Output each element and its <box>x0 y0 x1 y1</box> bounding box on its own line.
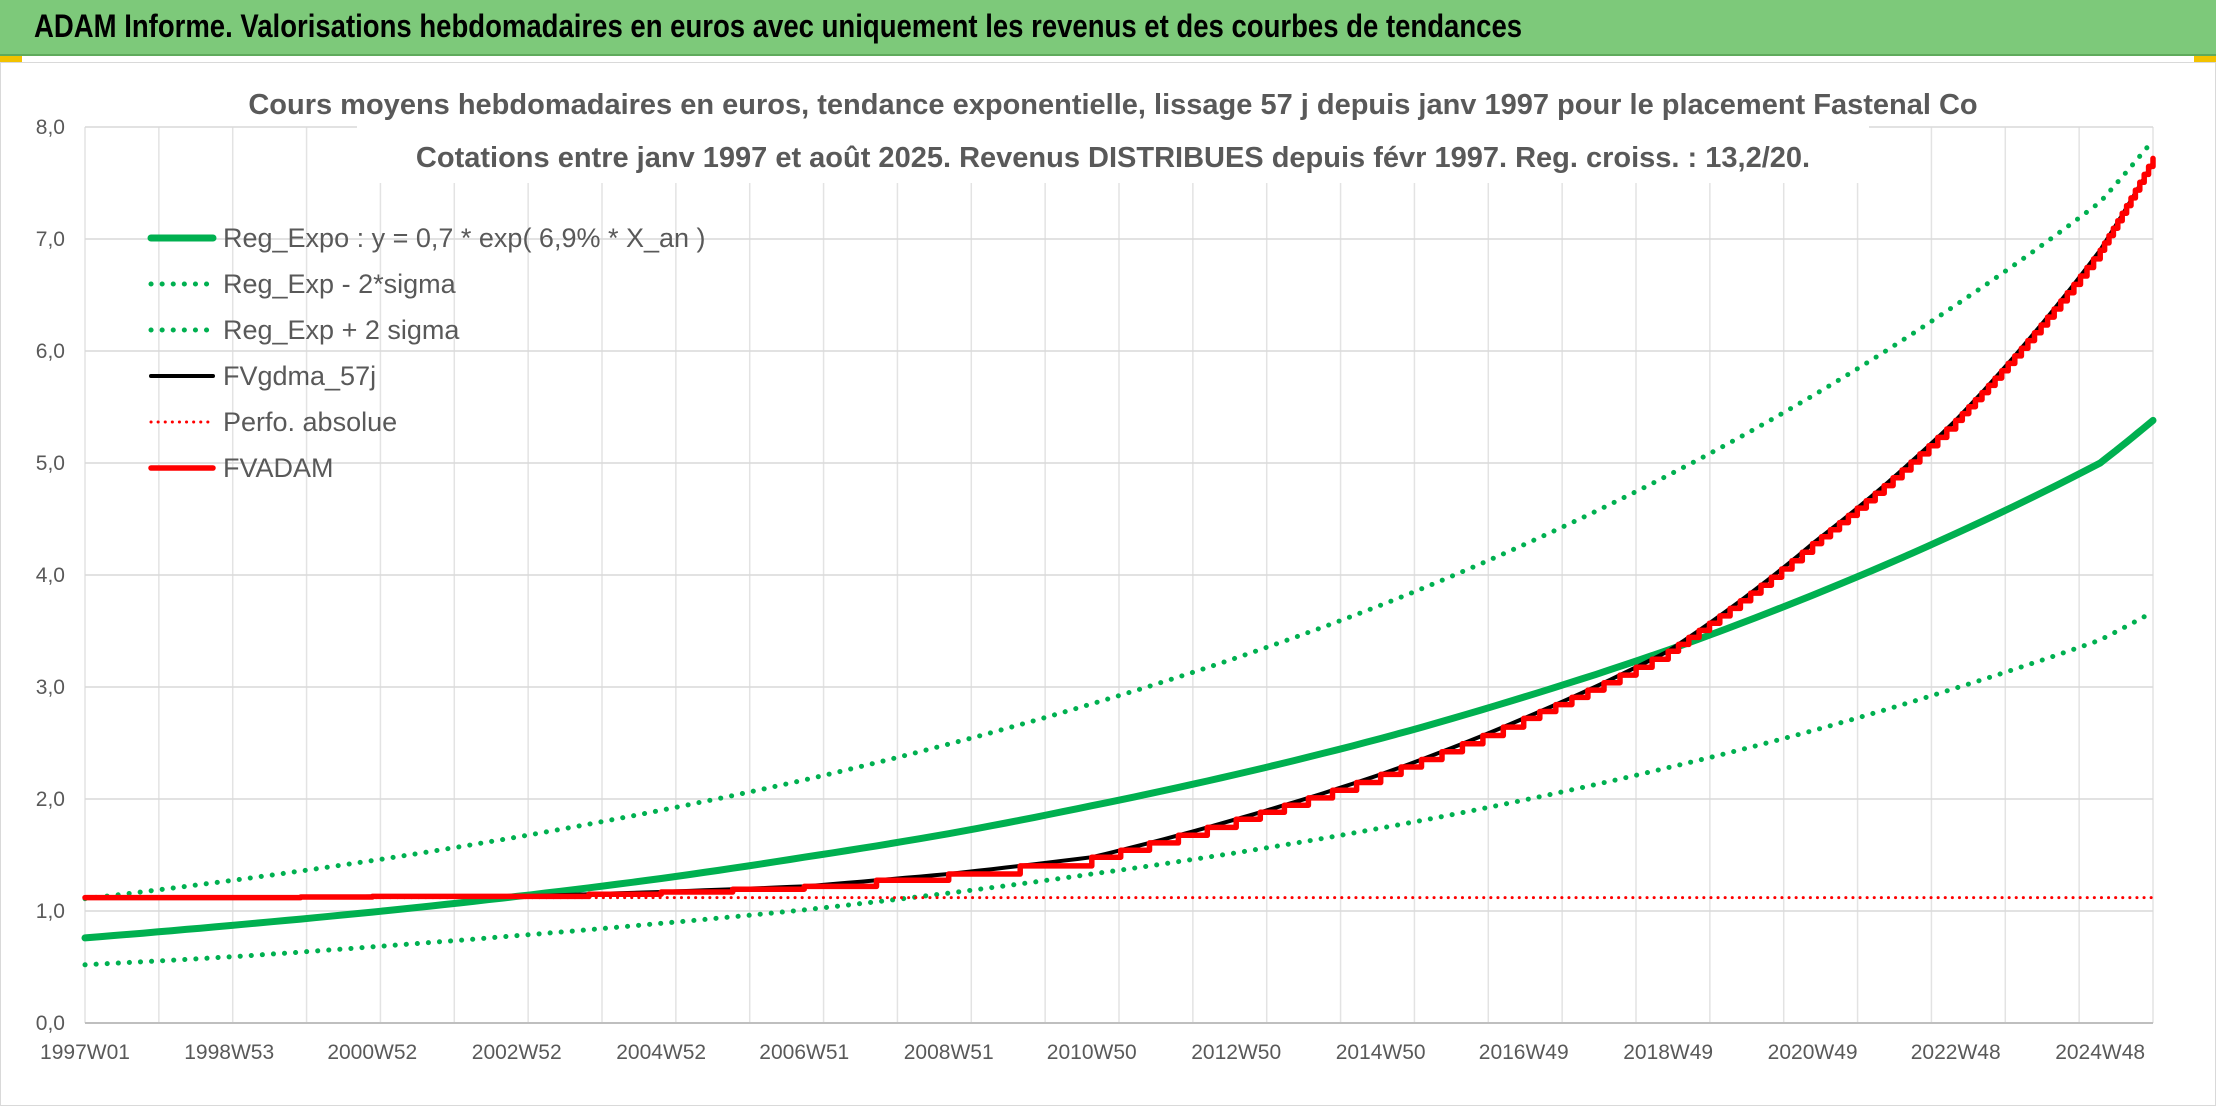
x-tick-label: 2008W51 <box>904 1041 994 1064</box>
x-tick-label: 1997W01 <box>40 1041 130 1064</box>
x-tick-label: 2024W48 <box>2055 1041 2145 1064</box>
x-tick-label: 2006W51 <box>759 1041 849 1064</box>
chart-series <box>81 137 2157 968</box>
y-tick-label: 3,0 <box>36 676 65 699</box>
x-axis-labels: 1997W01 1998W53 2000W52 2002W52 2004W52 2006W… <box>40 1041 2145 1064</box>
report-banner: ADAM Informe. Valorisations hebdomadaire… <box>0 0 2216 56</box>
x-tick-label: 1998W53 <box>184 1041 274 1064</box>
x-tick-label: 2020W49 <box>1768 1041 1858 1064</box>
x-tick-label: 2016W49 <box>1479 1041 1569 1064</box>
banner-corner-left <box>0 56 22 63</box>
x-tick-label: 2012W50 <box>1191 1041 1281 1064</box>
title-background <box>357 71 1869 183</box>
regression-line <box>81 416 2157 942</box>
chart-frame: 0,0 1,0 2,0 3,0 4,0 5,0 6,0 7,0 8,0 1997W01 1998W… <box>0 62 2216 1106</box>
lower-band-line <box>82 609 2156 968</box>
legend-label: Reg_Exp - 2*sigma <box>223 269 457 299</box>
y-tick-label: 7,0 <box>36 228 65 251</box>
legend-label: Reg_Expo : y = 0,7 * exp( 6,9% * X_an ) <box>223 223 706 253</box>
y-tick-label: 1,0 <box>36 900 65 923</box>
y-tick-label: 0,0 <box>36 1012 65 1035</box>
x-tick-label: 2000W52 <box>327 1041 417 1064</box>
x-tick-label: 2014W50 <box>1336 1041 1426 1064</box>
y-tick-label: 8,0 <box>36 116 65 139</box>
chart-legend: Reg_Expo : y = 0,7 * exp( 6,9% * X_an ) R… <box>147 223 706 483</box>
y-tick-label: 6,0 <box>36 340 65 363</box>
x-tick-label: 2018W49 <box>1623 1041 1713 1064</box>
y-tick-label: 5,0 <box>36 452 65 475</box>
legend-label: Reg_Exp + 2 sigma <box>223 315 460 345</box>
y-tick-label: 4,0 <box>36 564 65 587</box>
chart-title: Cours moyens hebdomadaires en euros, ten… <box>248 89 1977 121</box>
banner-corner-right <box>2194 56 2216 63</box>
x-tick-label: 2010W50 <box>1047 1041 1137 1064</box>
report-title: ADAM Informe. Valorisations hebdomadaire… <box>34 8 1523 44</box>
x-tick-label: 2002W52 <box>472 1041 562 1064</box>
x-tick-label: 2022W48 <box>1911 1041 2001 1064</box>
legend-label: Perfo. absolue <box>223 407 397 437</box>
chart-subtitle: Cotations entre janv 1997 et août 2025. … <box>416 142 1810 174</box>
chart-grid <box>84 126 2154 1024</box>
line-chart: 0,0 1,0 2,0 3,0 4,0 5,0 6,0 7,0 8,0 1997W01 1998W… <box>36 71 2157 1064</box>
legend-label: FVADAM <box>223 453 334 483</box>
upper-band-line <box>82 137 2156 902</box>
legend-label: FVgdma_57j <box>223 361 376 391</box>
y-tick-label: 2,0 <box>36 788 65 811</box>
fvadam-line <box>82 155 2156 901</box>
y-axis-labels: 0,0 1,0 2,0 3,0 4,0 5,0 6,0 7,0 8,0 <box>36 116 65 1035</box>
x-tick-label: 2004W52 <box>616 1041 706 1064</box>
